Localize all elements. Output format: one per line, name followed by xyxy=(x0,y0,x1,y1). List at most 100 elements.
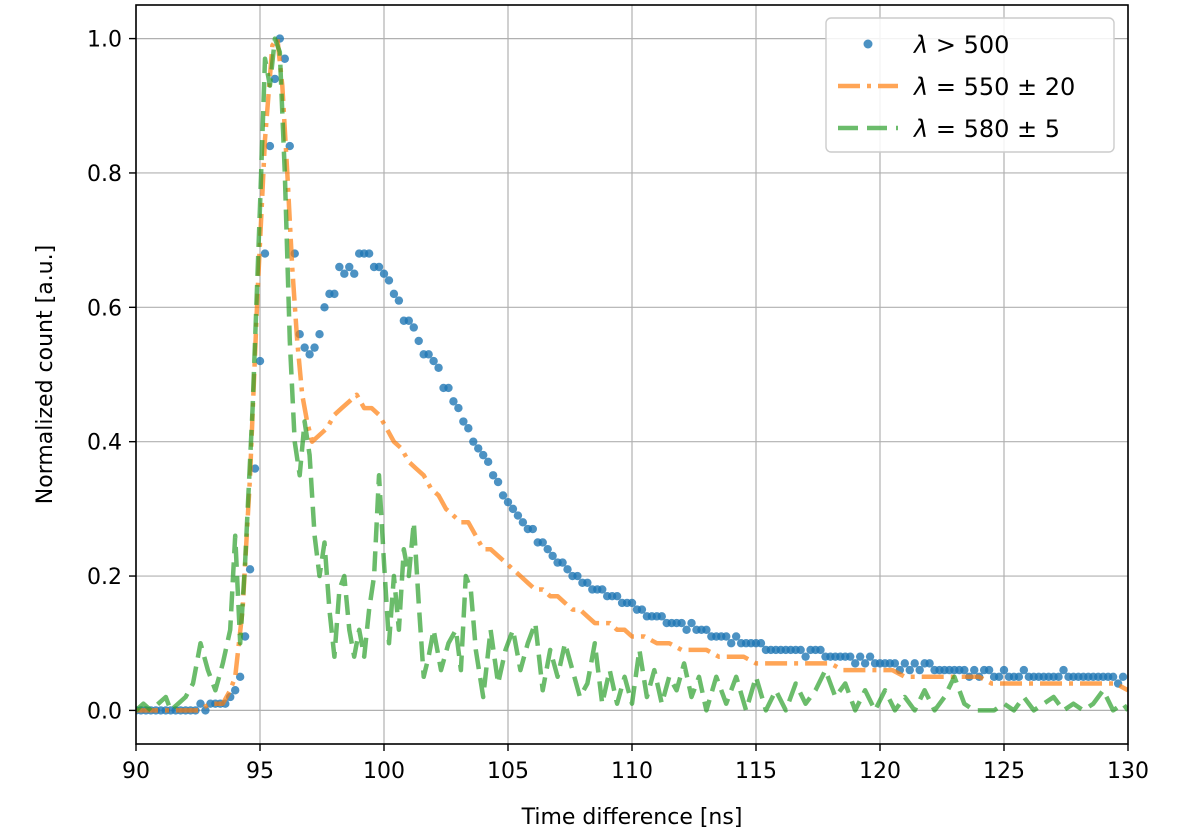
data-point xyxy=(1059,665,1068,675)
x-tick-label: 100 xyxy=(363,759,405,784)
y-axis-label: Normalized count [a.u.] xyxy=(33,245,58,504)
data-point xyxy=(900,659,909,668)
data-point xyxy=(627,598,637,608)
data-point xyxy=(459,417,468,426)
x-tick-label: 90 xyxy=(122,759,150,784)
x-tick-label: 120 xyxy=(859,759,901,784)
data-point xyxy=(464,424,473,433)
legend-entry-label: λ = 550 ± 20 xyxy=(912,73,1075,101)
legend-lambda-symbol: λ xyxy=(912,73,928,101)
data-point xyxy=(255,356,265,366)
y-axis-ticks: 0.0 0.2 0.4 0.6 0.8 1.0 xyxy=(87,28,136,724)
data-point xyxy=(444,383,453,393)
data-point xyxy=(756,639,766,648)
data-point xyxy=(330,289,339,299)
x-tick-label: 125 xyxy=(983,759,1025,784)
data-point xyxy=(598,585,607,594)
x-tick-label: 95 xyxy=(246,759,274,784)
y-tick-label: 0.8 xyxy=(87,162,122,187)
data-point xyxy=(702,625,711,634)
y-tick-label: 0.2 xyxy=(87,565,122,590)
data-point xyxy=(865,652,875,661)
data-point xyxy=(637,605,647,614)
data-point xyxy=(513,511,523,520)
data-point xyxy=(474,444,483,453)
data-point xyxy=(196,699,205,708)
data-point xyxy=(488,471,498,480)
data-point xyxy=(528,524,537,534)
data-point xyxy=(414,336,423,346)
data-point xyxy=(677,618,686,628)
data-point xyxy=(548,551,557,561)
plot-area xyxy=(136,34,1128,715)
data-point xyxy=(1118,672,1128,682)
data-point xyxy=(538,538,547,547)
data-point xyxy=(270,74,280,84)
series-layer xyxy=(136,34,1128,715)
data-point xyxy=(1108,672,1118,682)
legend-entry-text: > 500 xyxy=(928,31,1009,59)
data-point xyxy=(583,578,592,587)
data-point xyxy=(429,356,438,366)
data-point xyxy=(424,350,433,359)
data-point xyxy=(379,269,389,278)
data-point xyxy=(558,558,567,567)
series-line-lambda-550 xyxy=(136,36,1128,713)
data-point xyxy=(335,262,344,272)
data-point xyxy=(404,316,413,325)
data-point xyxy=(503,497,513,507)
data-point xyxy=(250,464,260,473)
x-tick-label: 130 xyxy=(1107,759,1149,784)
data-point xyxy=(493,477,503,487)
data-point xyxy=(612,592,622,601)
data-point xyxy=(846,652,855,661)
data-point xyxy=(731,632,741,641)
data-point xyxy=(350,269,359,278)
data-point xyxy=(305,350,314,359)
data-point xyxy=(682,625,691,634)
x-axis-label: Time difference [ns] xyxy=(521,805,743,830)
data-point xyxy=(727,639,736,648)
y-tick-label: 1.0 xyxy=(87,28,122,53)
data-point xyxy=(389,289,399,299)
data-point xyxy=(860,659,870,668)
data-point xyxy=(479,450,488,460)
data-point xyxy=(364,249,374,258)
legend-marker xyxy=(863,39,873,49)
data-point xyxy=(984,665,994,675)
data-point xyxy=(300,343,309,352)
data-point xyxy=(320,303,329,312)
x-axis-ticks: 90 95 100 105 110 115 120 125 130 xyxy=(122,744,1149,784)
data-point xyxy=(722,632,731,641)
data-point xyxy=(1019,665,1029,675)
data-point xyxy=(498,491,508,500)
x-tick-label: 105 xyxy=(487,759,529,784)
data-point xyxy=(905,665,914,675)
x-tick-label: 110 xyxy=(611,759,653,784)
legend-box xyxy=(825,17,1115,153)
data-point xyxy=(454,403,463,413)
x-tick-label: 115 xyxy=(735,759,777,784)
y-tick-label: 0.4 xyxy=(87,431,122,456)
data-point xyxy=(265,141,275,151)
data-point xyxy=(801,652,810,661)
data-point xyxy=(310,343,319,352)
legend-entry-text: = 580 ± 5 xyxy=(928,115,1060,143)
data-point xyxy=(657,612,666,621)
legend-entry-label: λ > 500 xyxy=(912,31,1009,59)
data-point xyxy=(231,686,240,695)
data-point xyxy=(518,518,528,527)
data-point xyxy=(434,363,443,372)
legend-lambda-symbol: λ xyxy=(912,31,928,59)
y-tick-label: 0.6 xyxy=(87,296,122,321)
data-point xyxy=(374,262,384,272)
data-point xyxy=(384,276,394,285)
legend-entry-text: = 550 ± 20 xyxy=(928,73,1075,101)
data-point xyxy=(245,565,255,574)
data-point xyxy=(573,571,582,581)
data-point xyxy=(1014,672,1024,682)
data-point xyxy=(409,323,418,332)
data-point xyxy=(345,262,354,272)
